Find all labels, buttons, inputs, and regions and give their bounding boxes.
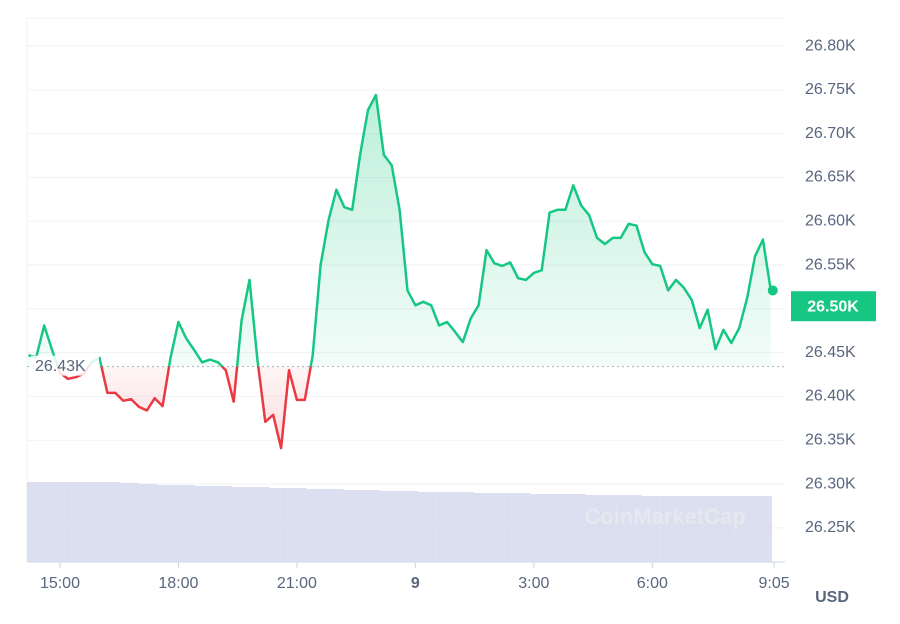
volume-bar (455, 492, 474, 562)
volume-bar (660, 496, 679, 562)
volume-bar (678, 496, 698, 562)
current-price-label: 26.50K (807, 298, 859, 315)
y-tick-label: 26.55K (805, 256, 856, 273)
watermark: CoinMarketCap (584, 504, 745, 529)
volume-bar (45, 482, 65, 562)
volume-bar (753, 496, 772, 562)
y-tick-label: 26.30K (805, 475, 856, 492)
volume-bar (362, 490, 381, 562)
y-tick-label: 26.40K (805, 388, 856, 405)
volume-bar (511, 493, 530, 562)
volume-bar (27, 482, 46, 562)
y-tick-label: 26.70K (805, 125, 856, 142)
y-tick-label: 26.25K (805, 519, 856, 536)
unit-label: USD (815, 589, 849, 606)
volume-bar (101, 482, 121, 562)
volume-bar (734, 496, 754, 562)
volume-bar (380, 491, 400, 562)
volume-bar (82, 482, 102, 562)
y-tick-label: 26.80K (805, 37, 856, 54)
volume-bar (641, 496, 661, 562)
baseline-label: 26.43K (35, 358, 86, 375)
x-tick-label: 15:00 (40, 575, 80, 592)
volume-bar (716, 496, 735, 562)
volume-bar (287, 488, 307, 562)
last-point (767, 285, 778, 296)
x-tick-label: 6:00 (637, 575, 668, 592)
volume-bar (623, 495, 642, 562)
volume-bar (194, 486, 214, 562)
volume-bar (213, 486, 232, 562)
y-tick-label: 26.60K (805, 212, 856, 229)
current-price-box (791, 291, 876, 322)
volume-bar (474, 493, 493, 562)
volume-bar (269, 488, 288, 562)
volume-bar (231, 487, 251, 562)
x-tick-label: 21:00 (277, 575, 317, 592)
x-tick-label: 18:00 (158, 575, 198, 592)
volume-bar (567, 494, 586, 562)
x-tick-label: 9:05 (759, 575, 790, 592)
volume-bar (492, 493, 512, 562)
baseline-label-bg (31, 355, 99, 376)
x-tick-label: 9 (411, 575, 420, 592)
price-line (28, 93, 773, 450)
price-area (28, 95, 771, 449)
y-tick-label: 26.75K (805, 81, 856, 98)
volume-bar (548, 494, 568, 562)
volume-bar (604, 495, 623, 562)
volume-bar (120, 483, 139, 562)
y-tick-label: 26.35K (805, 431, 856, 448)
volume-bar (529, 494, 549, 562)
volume-bar (138, 484, 158, 562)
volume-bar (64, 482, 83, 562)
y-tick-label: 26.45K (805, 344, 856, 361)
volume-bar (399, 491, 419, 562)
volume-bar (306, 489, 325, 562)
volume-bar (697, 496, 717, 562)
volume-bar (343, 490, 363, 562)
volume-bar (250, 487, 270, 562)
x-tick-label: 3:00 (518, 575, 549, 592)
y-tick-label: 26.65K (805, 169, 856, 186)
volume-bar (418, 492, 437, 562)
volume-bar (436, 492, 456, 562)
volume-bar (176, 485, 195, 562)
volume-bar (157, 485, 176, 562)
volume-bar (325, 489, 344, 562)
volume-bar (585, 495, 605, 562)
